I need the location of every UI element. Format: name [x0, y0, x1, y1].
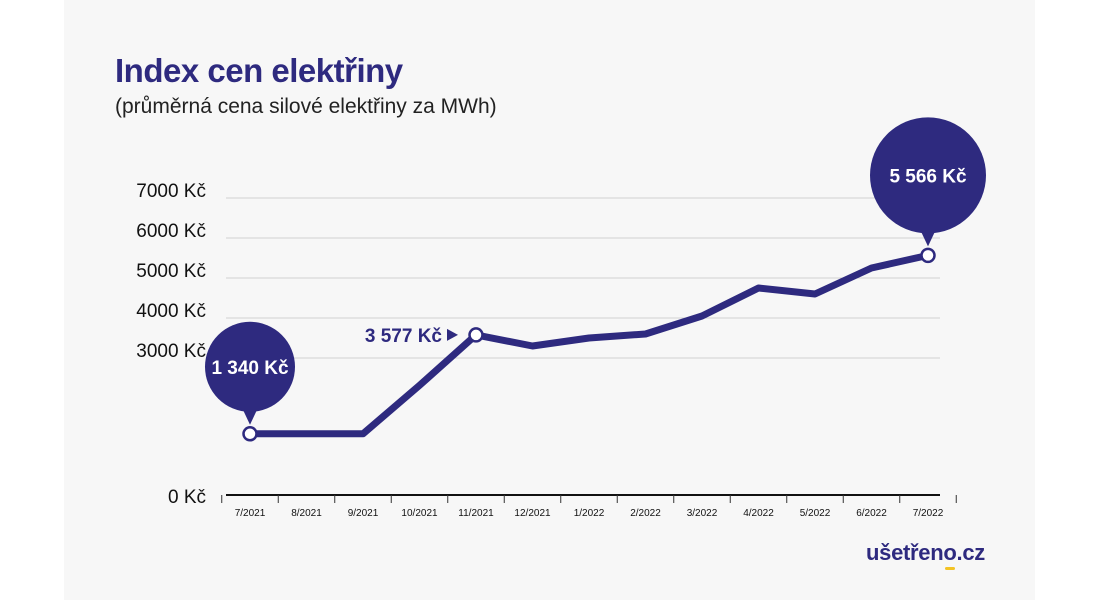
brand-logo: ušetřeno.cz	[866, 540, 986, 570]
x-tick-label: 2/2022	[630, 508, 661, 519]
brand-logo-part: ušetřen	[866, 540, 944, 565]
chart-card	[64, 0, 1035, 600]
x-tick-label: 3/2022	[687, 508, 718, 519]
x-tick-label: 8/2021	[291, 508, 322, 519]
x-tick-label: 5/2022	[800, 508, 831, 519]
x-tick-label: 12/2021	[514, 508, 551, 519]
brand-logo-o: o	[943, 540, 957, 570]
y-tick-label: 5000 Kč	[136, 261, 206, 282]
data-point-marker	[242, 426, 258, 442]
data-point-marker	[920, 247, 936, 264]
x-tick-label: 11/2021	[458, 508, 494, 519]
y-tick-label: 7000 Kč	[136, 181, 206, 202]
x-tick-label: 7/2022	[913, 508, 944, 519]
data-label: 5 566 Kč	[889, 166, 967, 187]
label-arrow	[447, 328, 458, 341]
data-label: 3 577 Kč	[365, 326, 443, 347]
x-tick-label: 10/2021	[401, 508, 438, 519]
series-line	[246, 251, 932, 438]
data-label: 1 340 Kč	[211, 358, 289, 379]
data-point-marker	[468, 327, 484, 343]
x-tick-label: 1/2022	[574, 508, 605, 519]
callout-pointer	[920, 229, 936, 247]
x-tick-label: 9/2021	[348, 508, 379, 519]
x-tick-label: 6/2022	[856, 508, 887, 519]
chart-title: Index cen elektřiny	[115, 52, 403, 89]
x-tick-label: 7/2021	[235, 508, 266, 519]
x-tick-label: 4/2022	[743, 508, 774, 519]
callout-bubble	[870, 117, 986, 234]
y-tick-label: 3000 Kč	[136, 341, 206, 362]
chart-subtitle: (průměrná cena silové elektřiny za MWh)	[115, 95, 497, 118]
y-tick-label: 6000 Kč	[136, 221, 206, 242]
brand-logo-suffix: .cz	[956, 540, 986, 565]
callout-pointer	[242, 407, 258, 425]
callout-bubble	[205, 321, 295, 412]
y-tick-label: 0 Kč	[168, 487, 206, 508]
y-tick-label: 4000 Kč	[136, 301, 206, 322]
